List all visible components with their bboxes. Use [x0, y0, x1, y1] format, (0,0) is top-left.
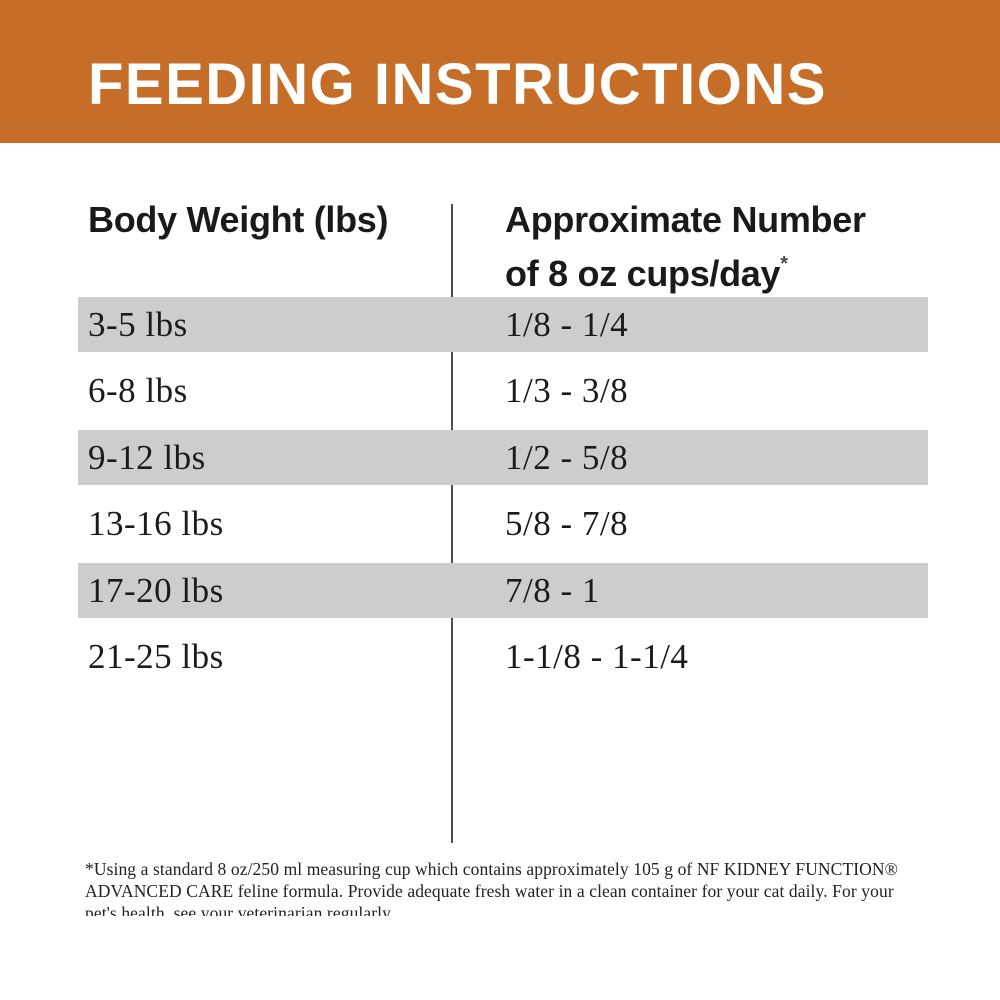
table-row: 13-16 lbs 5/8 - 7/8 [78, 497, 928, 552]
cups-per-day-cell: 1-1/8 - 1-1/4 [505, 637, 689, 676]
table-row: 6-8 lbs 1/3 - 3/8 [78, 364, 928, 419]
header-banner: FEEDING INSTRUCTIONS [0, 0, 1000, 143]
body-weight-cell: 13-16 lbs [88, 504, 224, 543]
table-row: 21-25 lbs 1-1/8 - 1-1/4 [78, 630, 928, 685]
column-header-cups-per-day: Approximate Number of 8 oz cups/day* [505, 198, 925, 296]
feeding-table-rows: 3-5 lbs 1/8 - 1/4 6-8 lbs 1/3 - 3/8 9-12… [78, 297, 928, 696]
footnote-asterisk-marker: * [780, 253, 788, 275]
cups-per-day-cell: 1/8 - 1/4 [505, 304, 629, 344]
body-weight-cell: 9-12 lbs [88, 437, 206, 477]
table-row: 9-12 lbs 1/2 - 5/8 [78, 430, 928, 485]
cups-header-line1: Approximate Number [505, 199, 866, 240]
cups-header-line2: of 8 oz cups/day [505, 253, 781, 294]
table-row: 3-5 lbs 1/8 - 1/4 [78, 297, 928, 352]
page-title: FEEDING INSTRUCTIONS [88, 51, 827, 117]
table-row: 17-20 lbs 7/8 - 1 [78, 563, 928, 618]
body-weight-cell: 3-5 lbs [88, 304, 188, 344]
body-weight-cell: 21-25 lbs [88, 637, 224, 676]
cups-per-day-cell: 1/2 - 5/8 [505, 437, 629, 477]
cups-per-day-cell: 1/3 - 3/8 [505, 371, 629, 410]
body-weight-cell: 17-20 lbs [88, 570, 224, 610]
body-weight-cell: 6-8 lbs [88, 371, 188, 410]
column-header-body-weight: Body Weight (lbs) [88, 199, 389, 240]
cups-per-day-cell: 5/8 - 7/8 [505, 504, 629, 543]
column-divider-line [451, 204, 453, 843]
cups-per-day-cell: 7/8 - 1 [505, 570, 600, 610]
measuring-cup-footnote: *Using a standard 8 oz/250 ml measuring … [85, 859, 899, 916]
